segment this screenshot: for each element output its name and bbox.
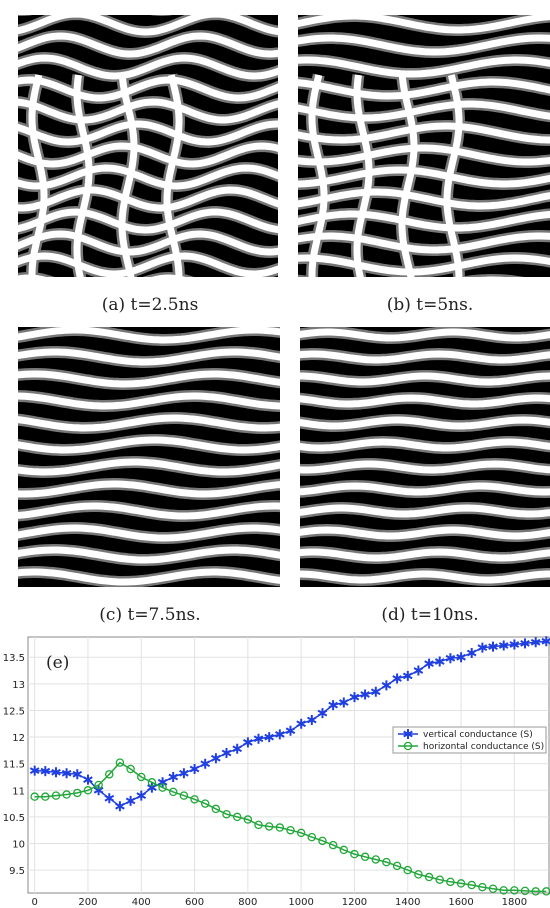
y-tick-label: 12.5 bbox=[3, 706, 25, 717]
x-tick-label: 200 bbox=[78, 897, 97, 908]
y-tick-label: 11 bbox=[12, 786, 25, 797]
plot-area bbox=[28, 637, 549, 893]
caption: (a) t=2.5ns bbox=[102, 295, 199, 315]
caption: (c) t=7.5ns. bbox=[99, 605, 200, 625]
y-tick-label: 10.5 bbox=[3, 813, 25, 824]
stripe-halo bbox=[293, 0, 550, 8]
stripe-halo bbox=[13, 278, 281, 296]
stripe-halo bbox=[13, 0, 281, 10]
stripe bbox=[13, 278, 281, 296]
x-tick-label: 1800 bbox=[502, 897, 527, 908]
y-tick-label: 12 bbox=[12, 733, 25, 744]
legend-label: horizontal conductance (S) bbox=[423, 742, 544, 752]
figure: (a) t=2.5ns (b) t=5ns. (c) t=7.5ns. (d) … bbox=[0, 0, 550, 908]
x-tick-label: 1400 bbox=[395, 897, 420, 908]
stripe bbox=[13, 594, 285, 604]
stripe-halo bbox=[293, 280, 550, 294]
pattern-panel bbox=[13, 308, 285, 626]
chart: 0 200 400 600 800 1000 1200 1400 1600 1800 9.5 10 10… bbox=[3, 636, 550, 908]
pattern-panel bbox=[293, 0, 550, 316]
annotation: (e) bbox=[46, 653, 69, 673]
pattern-panel bbox=[13, 0, 281, 318]
y-tick-label: 13 bbox=[12, 680, 25, 691]
y-tick-label: 9.5 bbox=[9, 866, 25, 877]
x-tick-label: 1600 bbox=[448, 897, 473, 908]
stripe bbox=[13, 0, 281, 10]
x-tick-label: 600 bbox=[185, 897, 204, 908]
stripe bbox=[293, 280, 550, 294]
stripe-halo bbox=[13, 594, 285, 604]
x-tick-label: 1000 bbox=[288, 897, 313, 908]
stripe bbox=[293, 0, 550, 8]
y-tick-label: 11.5 bbox=[3, 760, 25, 771]
y-tick-label: 13.5 bbox=[3, 653, 25, 664]
stripe-halo bbox=[295, 596, 550, 602]
x-tick-label: 0 bbox=[31, 897, 37, 908]
caption: (d) t=10ns. bbox=[381, 605, 478, 625]
y-tick-label: 10 bbox=[12, 840, 25, 851]
x-tick-label: 1200 bbox=[342, 897, 367, 908]
x-tick-label: 800 bbox=[238, 897, 257, 908]
x-tick-label: 400 bbox=[132, 897, 151, 908]
stripe bbox=[295, 596, 550, 602]
caption: (b) t=5ns. bbox=[387, 295, 474, 315]
pattern-panel bbox=[295, 310, 550, 624]
legend-label: vertical conductance (S) bbox=[423, 730, 533, 740]
